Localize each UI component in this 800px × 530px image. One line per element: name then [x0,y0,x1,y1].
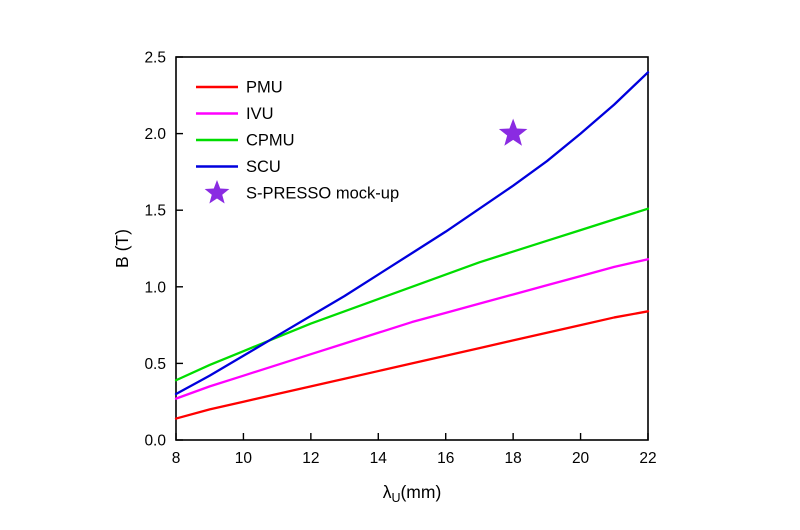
x-tick-label: 18 [505,450,522,467]
y-axis-label: B (T) [112,229,132,268]
x-tick-label: 20 [572,450,590,467]
legend-label: PMU [246,79,283,97]
x-axis-label: λU(mm) [383,482,442,505]
series-line-ivu [174,258,650,400]
series-line-cpmu [174,207,650,382]
x-tick-label: 10 [235,450,253,467]
legend-label: SCU [246,158,281,176]
legend-label: S-PRESSO mock-up [246,185,399,203]
y-tick-label: 2.5 [144,50,166,67]
x-tick-label: 14 [370,450,388,467]
star-marker [498,118,528,146]
y-tick-label: 1.0 [144,279,166,296]
plot-frame [175,56,649,441]
x-tick-label: 8 [172,450,181,467]
y-tick-label: 0.0 [144,433,166,450]
series-line-scu [174,71,650,396]
legend-label: IVU [246,105,274,123]
y-tick-label: 0.5 [144,356,166,373]
x-tick-label: 16 [437,450,454,467]
y-tick-label: 2.0 [144,126,166,143]
legend-key-star [204,180,230,204]
y-tick-label: 1.5 [144,203,166,220]
series-line-pmu [174,310,650,420]
x-tick-label: 22 [639,450,656,467]
x-tick-label: 12 [302,450,319,467]
legend-label: CPMU [246,132,295,150]
